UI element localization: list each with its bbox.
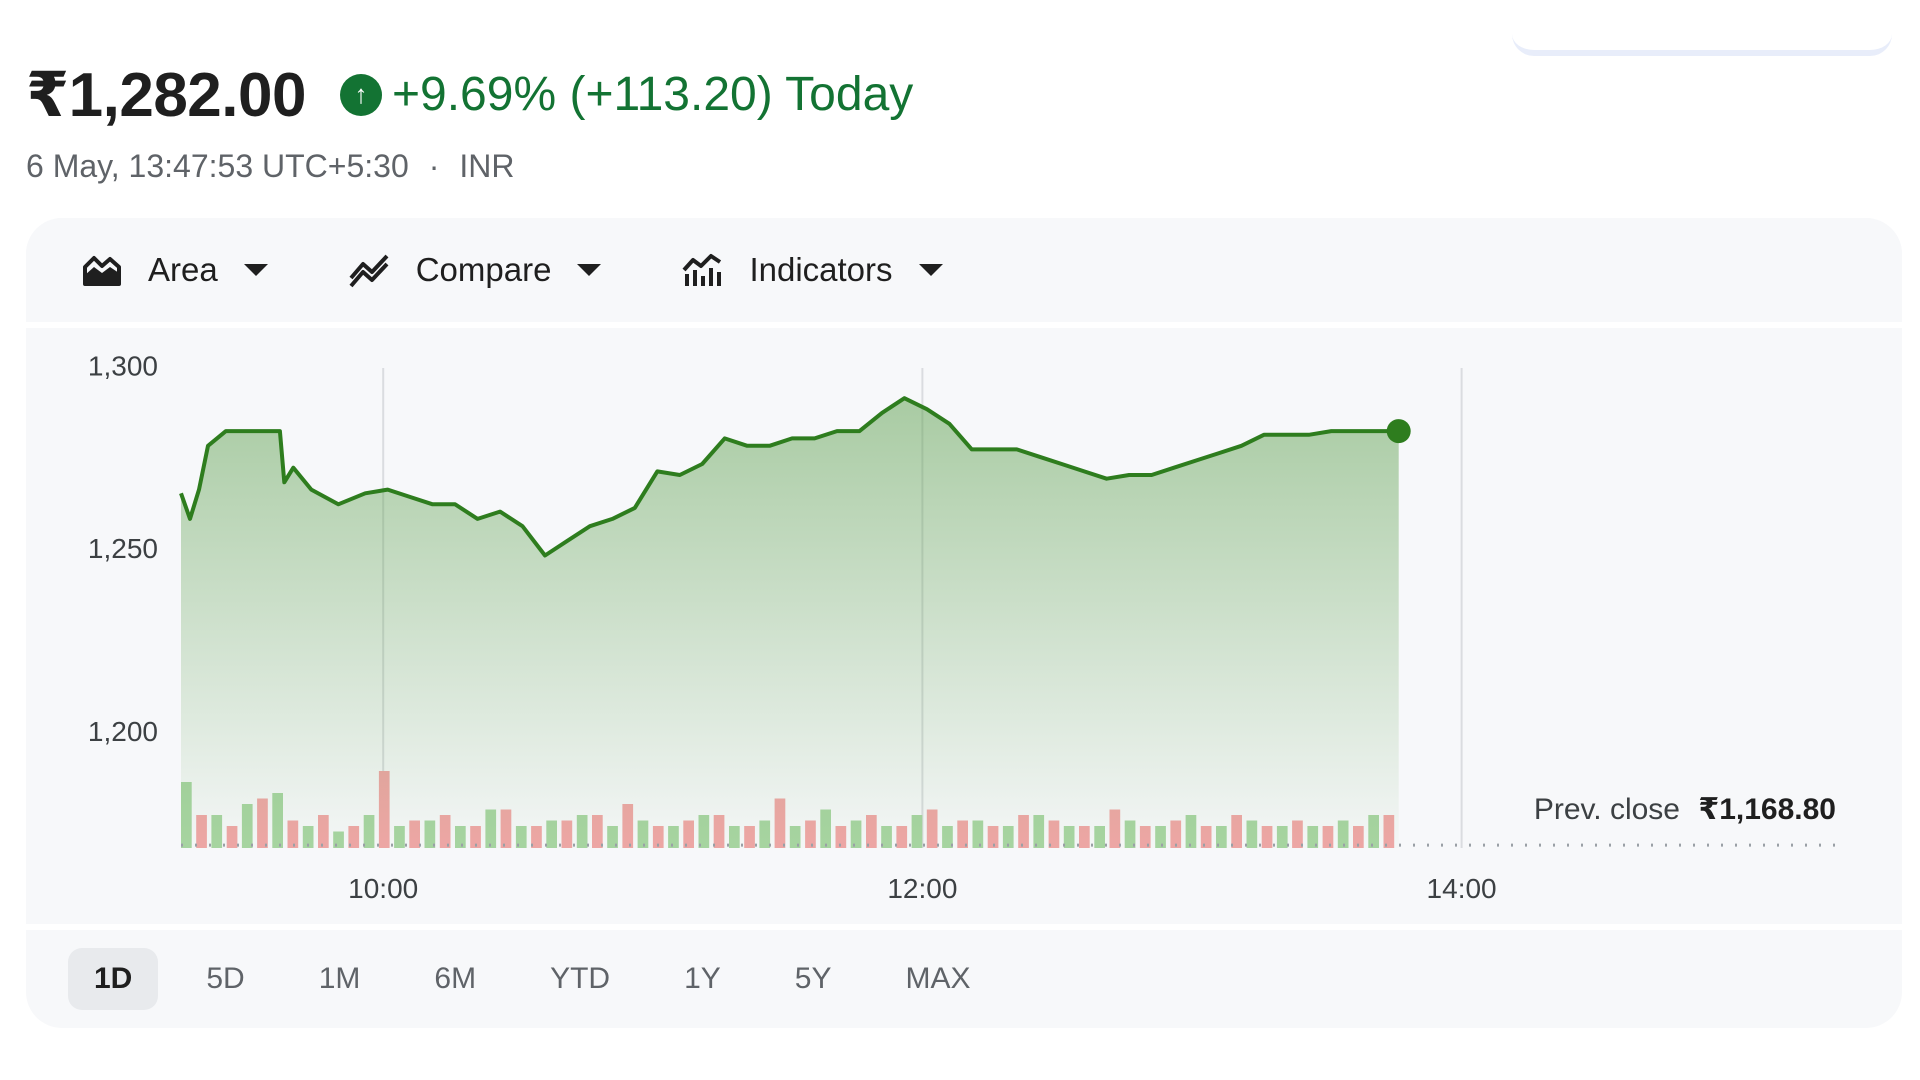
- price-area-fill: [181, 398, 1399, 848]
- chart-card: Area Compare Indicators: [26, 218, 1902, 1028]
- price-row: ₹1,282.00 ↑ +9.69% (+113.20) Today: [26, 58, 913, 131]
- prev-close-label: Prev. close: [1534, 793, 1680, 826]
- range-button-1y[interactable]: 1Y: [684, 962, 721, 995]
- compare-dropdown-button[interactable]: Compare: [348, 251, 602, 289]
- range-button-6m[interactable]: 6M: [434, 962, 477, 995]
- prev-close-annotation: Prev. close ₹1,168.80: [1534, 793, 1836, 826]
- range-button-5y[interactable]: 5Y: [794, 962, 832, 995]
- chevron-down-icon: [243, 264, 268, 276]
- x-tick-label: 10:00: [348, 873, 418, 904]
- range-button-max[interactable]: MAX: [905, 962, 971, 995]
- area-chart-icon: [83, 256, 121, 286]
- y-tick-label: 1,250: [88, 533, 158, 564]
- y-tick-label: 1,200: [88, 716, 158, 747]
- area-dropdown-button[interactable]: Area: [82, 251, 268, 289]
- timestamp: 6 May, 13:47:53 UTC+5:30: [26, 148, 409, 184]
- y-tick-label: 1,300: [88, 350, 158, 381]
- range-button-ytd[interactable]: YTD: [550, 962, 611, 995]
- range-button-1m[interactable]: 1M: [318, 962, 361, 995]
- range-button-5d[interactable]: 5D: [206, 962, 245, 995]
- range-button-1d[interactable]: 1D: [68, 948, 159, 1010]
- price-meta: 6 May, 13:47:53 UTC+5:30 · INR: [26, 148, 515, 185]
- indicators-label: Indicators: [749, 251, 893, 288]
- compare-label: Compare: [415, 251, 552, 288]
- prev-close-value: ₹1,168.80: [1698, 793, 1836, 826]
- currency: INR: [459, 148, 515, 184]
- compare-icon: [349, 254, 389, 288]
- current-price: ₹1,282.00: [26, 61, 306, 130]
- indicators-dropdown-button[interactable]: Indicators: [681, 251, 943, 289]
- arrow-up-icon: ↑: [339, 73, 382, 116]
- price-change-text: +9.69% (+113.20) Today: [391, 68, 914, 121]
- chevron-down-icon: [918, 264, 943, 276]
- area-label: Area: [148, 251, 218, 288]
- indicators-icon: [682, 254, 722, 286]
- price-line: [179, 396, 1399, 558]
- x-tick-label: 14:00: [1427, 873, 1497, 904]
- time-range-bar: 1D 5D 1M 6M YTD 1Y 5Y MAX: [26, 924, 1902, 1028]
- price-change: ↑ +9.69% (+113.20) Today: [339, 67, 914, 122]
- price-chart[interactable]: 1,300 1,250 1,200 10:00 12:00 14:00 Prev. cl…: [26, 328, 1902, 918]
- last-price-dot: [1386, 419, 1411, 444]
- separator: ·: [428, 148, 440, 184]
- chevron-down-icon: [577, 264, 602, 276]
- top-pill-decoration: [1512, 30, 1892, 56]
- price-chart-svg[interactable]: 1,300 1,250 1,200 10:00 12:00 14:00 Prev. cl…: [26, 328, 1902, 918]
- x-tick-label: 12:00: [887, 873, 957, 904]
- chart-toolbar: Area Compare Indicators: [26, 218, 1902, 328]
